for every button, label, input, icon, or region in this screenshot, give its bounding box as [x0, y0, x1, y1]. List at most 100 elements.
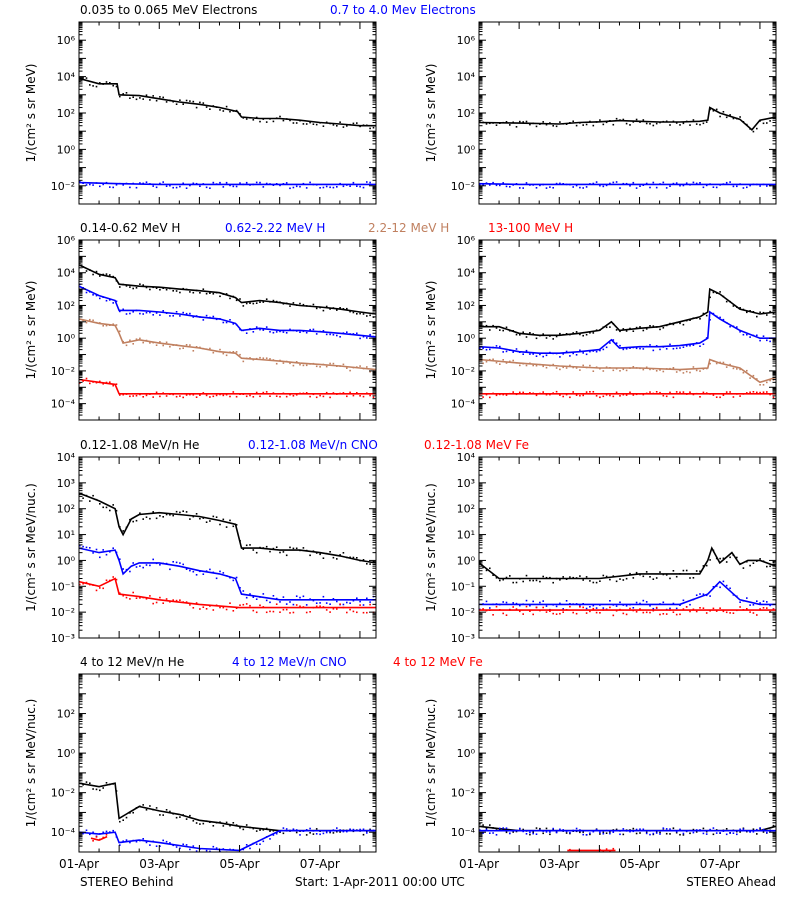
data-point — [329, 831, 331, 834]
data-point — [675, 830, 678, 833]
data-point — [109, 831, 111, 833]
data-point — [152, 558, 154, 561]
data-point — [82, 784, 84, 786]
x-tick-label: 01-Apr — [459, 857, 499, 871]
data-point — [336, 393, 338, 395]
data-point — [339, 121, 341, 123]
data-point — [662, 601, 665, 604]
data-point — [529, 184, 531, 186]
data-point — [679, 124, 681, 126]
y-tick-label: 10⁴ — [57, 71, 76, 84]
data-point — [482, 325, 484, 328]
data-point — [249, 357, 251, 359]
data-point — [659, 348, 661, 351]
data-point — [605, 848, 608, 850]
data-point — [205, 849, 208, 852]
data-point — [725, 322, 728, 324]
data-point — [699, 370, 701, 372]
data-point — [682, 834, 685, 836]
data-point — [609, 832, 611, 835]
data-point — [585, 576, 588, 578]
data-point — [342, 552, 345, 554]
data-point — [605, 346, 608, 349]
data-point — [585, 186, 588, 188]
data-point — [509, 832, 511, 835]
data-point — [602, 185, 605, 188]
data-point — [495, 184, 498, 187]
data-point — [232, 848, 235, 851]
data-point — [219, 109, 221, 111]
data-point — [622, 368, 625, 371]
data-point — [219, 606, 221, 609]
data-point — [589, 610, 591, 613]
data-point — [709, 559, 711, 561]
data-point — [205, 521, 208, 523]
data-point — [255, 116, 258, 119]
data-point — [545, 337, 548, 339]
data-point — [279, 611, 281, 613]
data-point — [709, 183, 711, 185]
data-point — [655, 391, 658, 393]
data-point — [259, 301, 261, 303]
data-point — [105, 273, 108, 275]
series-line — [479, 287, 776, 337]
data-point — [142, 396, 144, 398]
data-point — [285, 182, 288, 184]
data-point — [492, 832, 494, 834]
data-point — [756, 127, 758, 130]
data-point — [329, 603, 331, 605]
data-point — [212, 571, 215, 574]
data-point — [175, 290, 178, 292]
data-point — [135, 840, 138, 843]
data-point — [139, 182, 141, 184]
data-point — [119, 558, 121, 560]
data-point — [189, 291, 191, 293]
series-0 — [79, 780, 376, 836]
data-point — [295, 595, 298, 597]
data-point — [262, 593, 265, 595]
data-point — [109, 274, 111, 276]
data-point — [199, 316, 201, 318]
data-point — [152, 286, 154, 289]
data-point — [645, 345, 648, 348]
data-point — [85, 377, 88, 380]
data-point — [225, 608, 228, 611]
data-point — [346, 830, 348, 833]
data-point — [592, 604, 595, 607]
data-point — [625, 605, 628, 607]
data-point — [645, 571, 648, 573]
data-point — [759, 120, 761, 122]
panel-data — [79, 780, 376, 852]
data-point — [212, 315, 215, 318]
data-point — [729, 181, 731, 183]
data-point — [102, 83, 104, 85]
data-point — [512, 391, 514, 393]
data-point — [545, 831, 548, 833]
data-point — [252, 827, 255, 830]
data-point — [719, 316, 721, 319]
data-point — [79, 382, 81, 384]
data-point — [719, 361, 721, 364]
data-point — [629, 391, 631, 394]
data-point — [505, 185, 508, 188]
data-point — [319, 833, 321, 836]
data-point — [682, 184, 685, 187]
data-point — [189, 344, 191, 346]
data-point — [272, 359, 275, 361]
data-point — [182, 510, 184, 512]
data-point — [532, 832, 534, 835]
data-point — [759, 828, 761, 830]
data-point — [709, 828, 711, 831]
data-point — [212, 825, 215, 827]
data-point — [605, 366, 608, 368]
data-point — [519, 391, 521, 394]
data-point — [85, 291, 88, 294]
data-point — [742, 828, 745, 830]
data-point — [756, 560, 758, 562]
data-point — [122, 594, 124, 597]
data-point — [175, 510, 178, 513]
data-point — [182, 814, 184, 816]
data-point — [169, 393, 171, 395]
